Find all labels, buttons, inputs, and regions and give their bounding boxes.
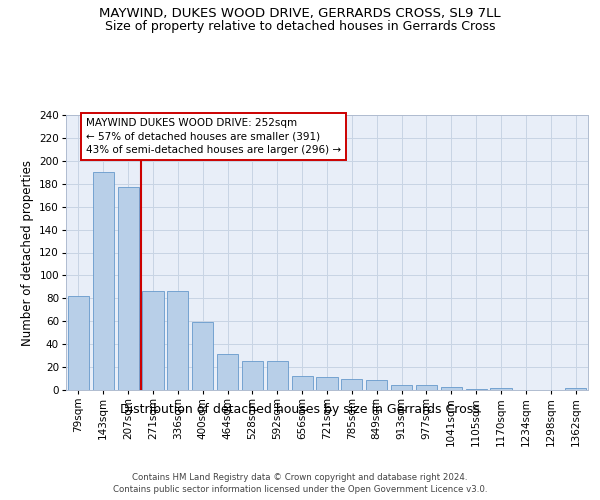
Bar [118,187,139,390]
Bar [341,378,362,390]
Text: MAYWIND DUKES WOOD DRIVE: 252sqm
← 57% of detached houses are smaller (391)
43% : MAYWIND DUKES WOOD DRIVE: 252sqm ← 57% o… [86,118,341,155]
Bar [565,388,586,390]
Text: MAYWIND, DUKES WOOD DRIVE, GERRARDS CROSS, SL9 7LL: MAYWIND, DUKES WOOD DRIVE, GERRARDS CROS… [99,8,501,20]
Bar [192,322,213,390]
Bar [292,376,313,390]
Bar [217,354,238,390]
Y-axis label: Number of detached properties: Number of detached properties [21,160,34,346]
Text: Size of property relative to detached houses in Gerrards Cross: Size of property relative to detached ho… [105,20,495,33]
Bar [68,296,89,390]
Bar [466,389,487,390]
Bar [142,292,164,390]
Bar [490,388,512,390]
Text: Distribution of detached houses by size in Gerrards Cross: Distribution of detached houses by size … [120,402,480,415]
Bar [391,386,412,390]
Text: Contains HM Land Registry data © Crown copyright and database right 2024.
Contai: Contains HM Land Registry data © Crown c… [113,473,487,494]
Bar [167,292,188,390]
Bar [93,172,114,390]
Bar [416,386,437,390]
Bar [441,386,462,390]
Bar [242,362,263,390]
Bar [316,378,338,390]
Bar [366,380,387,390]
Bar [267,362,288,390]
